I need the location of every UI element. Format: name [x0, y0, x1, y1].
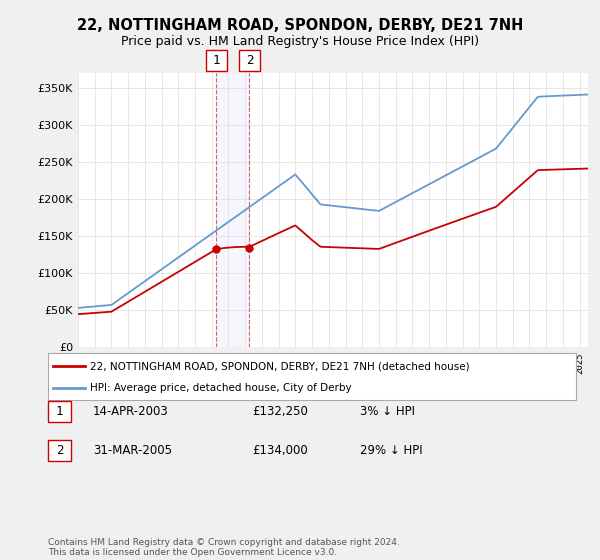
- Text: 2: 2: [56, 444, 63, 458]
- Text: 29% ↓ HPI: 29% ↓ HPI: [360, 444, 422, 458]
- Text: 31-MAR-2005: 31-MAR-2005: [93, 444, 172, 458]
- Text: £134,000: £134,000: [252, 444, 308, 458]
- Text: 2: 2: [245, 54, 253, 67]
- Text: £132,250: £132,250: [252, 405, 308, 418]
- Text: 22, NOTTINGHAM ROAD, SPONDON, DERBY, DE21 7NH: 22, NOTTINGHAM ROAD, SPONDON, DERBY, DE2…: [77, 18, 523, 32]
- Text: 22, NOTTINGHAM ROAD, SPONDON, DERBY, DE21 7NH (detached house): 22, NOTTINGHAM ROAD, SPONDON, DERBY, DE2…: [90, 361, 470, 371]
- Text: 1: 1: [213, 54, 220, 67]
- Text: Contains HM Land Registry data © Crown copyright and database right 2024.
This d: Contains HM Land Registry data © Crown c…: [48, 538, 400, 557]
- Text: 1: 1: [56, 405, 63, 418]
- Text: Price paid vs. HM Land Registry's House Price Index (HPI): Price paid vs. HM Land Registry's House …: [121, 35, 479, 49]
- Point: [82, 385, 89, 391]
- Point: [82, 363, 89, 370]
- Point: [50, 385, 57, 391]
- Bar: [217, 73, 250, 347]
- Text: 14-APR-2003: 14-APR-2003: [93, 405, 169, 418]
- Point: [50, 363, 57, 370]
- Text: HPI: Average price, detached house, City of Derby: HPI: Average price, detached house, City…: [90, 383, 352, 393]
- Text: 3% ↓ HPI: 3% ↓ HPI: [360, 405, 415, 418]
